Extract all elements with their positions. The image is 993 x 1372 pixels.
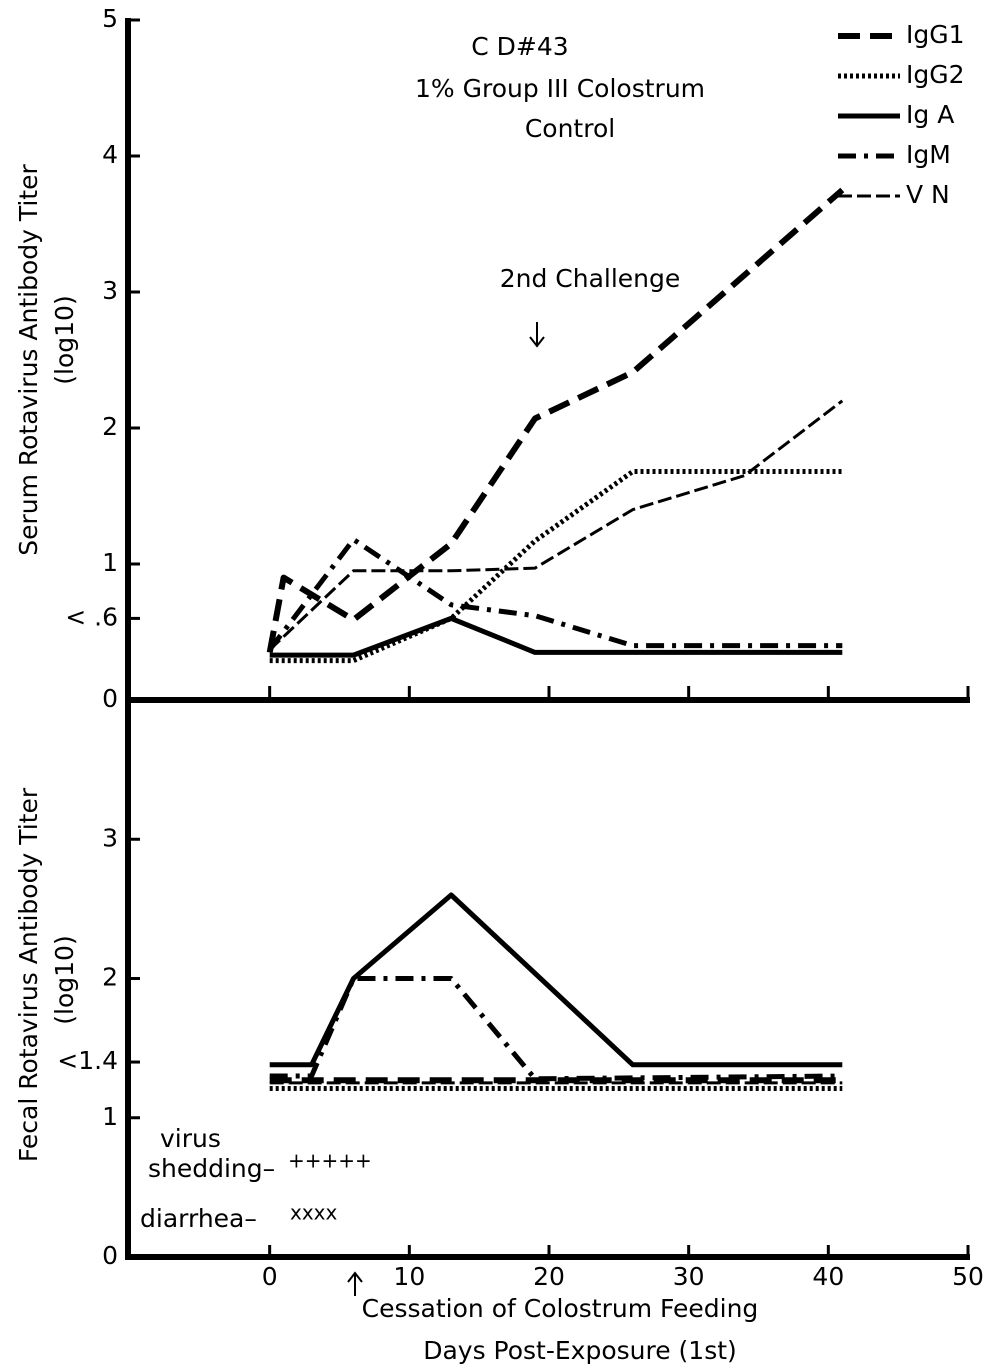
y-tick-label: 3 [102,823,118,852]
title-line: Control [525,114,615,143]
y-axis-unit: (log10) [50,295,79,384]
annotation: Cessation of Colostrum Feeding [362,1294,759,1323]
legend-label: IgG1 [906,20,965,49]
y-tick-label: 0 [102,1241,118,1270]
annotation: +++++ [288,1149,372,1173]
y-tick-label: < .6 [65,602,118,631]
y-axis-label: Fecal Rotavirus Antibody Titer [14,787,43,1162]
arrow [529,322,545,348]
y-tick-label: 0 [102,684,118,713]
x-axis-label: Days Post-Exposure (1st) [423,1336,737,1365]
legend-label: IgG2 [906,60,965,89]
y-tick-label: 1 [102,1102,118,1131]
annotation: shedding– [148,1154,275,1183]
annotation: diarrhea– [140,1204,257,1233]
series-line [269,469,843,664]
y-tick-label: 2 [102,963,118,992]
x-tick-label: 30 [673,1262,705,1291]
y-tick-label: 4 [102,140,118,169]
title-line: 1% Group III Colostrum [415,74,705,103]
arrow [347,1271,363,1296]
y-tick-label: 3 [102,276,118,305]
y-tick-label: 5 [102,4,118,33]
series-line [267,537,843,652]
x-tick-label: 40 [812,1262,844,1291]
y-axis-unit: (log10) [50,935,79,1024]
y-tick-label: 1 [102,548,118,577]
annotation: virus [160,1124,221,1153]
series-line [269,892,843,1068]
legend-label: IgM [906,140,951,169]
series-line [266,187,845,653]
x-tick-label: 0 [262,1262,278,1291]
series-line [269,615,843,658]
y-tick-label: <1.4 [57,1046,118,1075]
y-tick-label: 2 [102,412,118,441]
annotation: xxxx [290,1201,338,1225]
legend-label: V N [906,180,950,209]
x-tick-label: 20 [533,1262,565,1291]
title-line: C D#43 [471,32,568,61]
legend-label: Ig A [906,100,954,129]
x-tick-label: 10 [393,1262,425,1291]
y-axis-label: Serum Rotavirus Antibody Titer [14,164,43,556]
series-line [269,976,843,1082]
series-line [268,399,844,651]
annotation: 2nd Challenge [500,264,681,293]
x-tick-label: 50 [952,1262,984,1291]
